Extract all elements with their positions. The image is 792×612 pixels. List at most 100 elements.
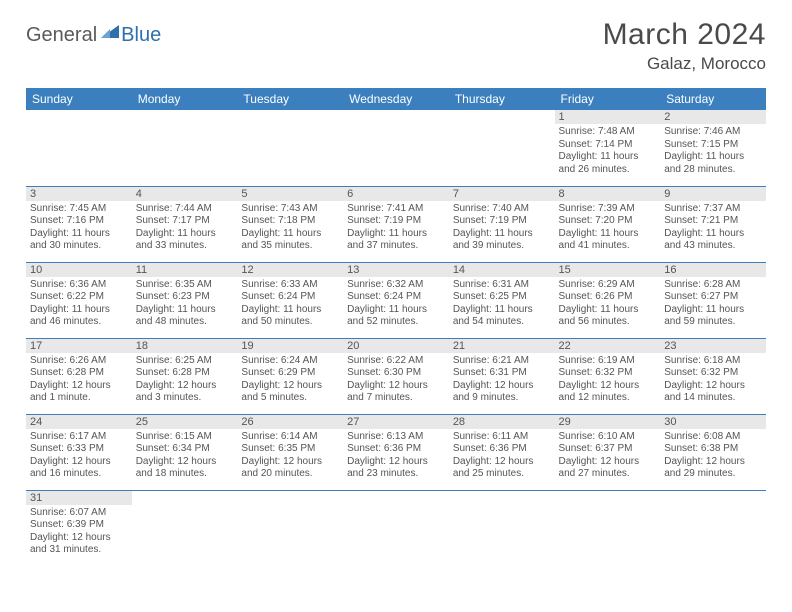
day-number: 31 xyxy=(26,491,132,505)
brand-text-1: General xyxy=(26,24,97,47)
sunset-line: Sunset: 7:17 PM xyxy=(136,215,234,228)
daylight-line: Daylight: 11 hours and 33 minutes. xyxy=(136,228,234,253)
sunset-line: Sunset: 7:15 PM xyxy=(664,139,762,152)
day-number: 24 xyxy=(26,415,132,429)
day-number: 9 xyxy=(660,187,766,201)
title-block: March 2024 Galaz, Morocco xyxy=(603,18,766,74)
day-details: Sunrise: 6:26 AMSunset: 6:28 PMDaylight:… xyxy=(26,353,132,408)
sunrise-line: Sunrise: 6:13 AM xyxy=(347,431,445,444)
day-number: 20 xyxy=(343,339,449,353)
sunrise-line: Sunrise: 7:37 AM xyxy=(664,203,762,216)
day-details: Sunrise: 6:13 AMSunset: 6:36 PMDaylight:… xyxy=(343,429,449,484)
day-number: 26 xyxy=(237,415,343,429)
day-details: Sunrise: 6:32 AMSunset: 6:24 PMDaylight:… xyxy=(343,277,449,332)
day-details: Sunrise: 7:37 AMSunset: 7:21 PMDaylight:… xyxy=(660,201,766,256)
day-number: 22 xyxy=(555,339,661,353)
sunset-line: Sunset: 7:19 PM xyxy=(453,215,551,228)
day-number: 28 xyxy=(449,415,555,429)
daylight-line: Daylight: 11 hours and 56 minutes. xyxy=(559,304,657,329)
daylight-line: Daylight: 11 hours and 52 minutes. xyxy=(347,304,445,329)
sunset-line: Sunset: 6:22 PM xyxy=(30,291,128,304)
calendar-day-cell: 7 Sunrise: 7:40 AMSunset: 7:19 PMDaylight… xyxy=(449,186,555,262)
sunset-line: Sunset: 7:16 PM xyxy=(30,215,128,228)
daylight-line: Daylight: 11 hours and 54 minutes. xyxy=(453,304,551,329)
day-details: Sunrise: 7:41 AMSunset: 7:19 PMDaylight:… xyxy=(343,201,449,256)
calendar-day-cell: 19Sunrise: 6:24 AMSunset: 6:29 PMDayligh… xyxy=(237,338,343,414)
sunrise-line: Sunrise: 7:48 AM xyxy=(559,126,657,139)
day-details: Sunrise: 6:31 AMSunset: 6:25 PMDaylight:… xyxy=(449,277,555,332)
day-number: 13 xyxy=(343,263,449,277)
daylight-line: Daylight: 11 hours and 43 minutes. xyxy=(664,228,762,253)
day-number: 29 xyxy=(555,415,661,429)
calendar-day-cell: 27Sunrise: 6:13 AMSunset: 6:36 PMDayligh… xyxy=(343,414,449,490)
sunrise-line: Sunrise: 6:15 AM xyxy=(136,431,234,444)
calendar-day-cell: 11Sunrise: 6:35 AMSunset: 6:23 PMDayligh… xyxy=(132,262,238,338)
daylight-line: Daylight: 11 hours and 46 minutes. xyxy=(30,304,128,329)
calendar-day-cell: 15Sunrise: 6:29 AMSunset: 6:26 PMDayligh… xyxy=(555,262,661,338)
sunrise-line: Sunrise: 6:26 AM xyxy=(30,355,128,368)
daylight-line: Daylight: 12 hours and 16 minutes. xyxy=(30,456,128,481)
day-number: 25 xyxy=(132,415,238,429)
day-details: Sunrise: 7:45 AMSunset: 7:16 PMDaylight:… xyxy=(26,201,132,256)
calendar-day-cell: 26Sunrise: 6:14 AMSunset: 6:35 PMDayligh… xyxy=(237,414,343,490)
sunrise-line: Sunrise: 7:43 AM xyxy=(241,203,339,216)
daylight-line: Daylight: 11 hours and 48 minutes. xyxy=(136,304,234,329)
daylight-line: Daylight: 11 hours and 28 minutes. xyxy=(664,151,762,176)
sunset-line: Sunset: 6:29 PM xyxy=(241,367,339,380)
calendar-day-cell xyxy=(660,490,766,566)
sunrise-line: Sunrise: 7:40 AM xyxy=(453,203,551,216)
day-number: 6 xyxy=(343,187,449,201)
sail-icon xyxy=(99,23,121,44)
day-details: Sunrise: 6:25 AMSunset: 6:28 PMDaylight:… xyxy=(132,353,238,408)
day-number: 21 xyxy=(449,339,555,353)
calendar-day-cell: 13Sunrise: 6:32 AMSunset: 6:24 PMDayligh… xyxy=(343,262,449,338)
day-number: 23 xyxy=(660,339,766,353)
weekday-header: Saturday xyxy=(660,88,766,110)
day-details: Sunrise: 7:48 AMSunset: 7:14 PMDaylight:… xyxy=(555,124,661,179)
calendar-day-cell: 1Sunrise: 7:48 AMSunset: 7:14 PMDaylight… xyxy=(555,110,661,186)
calendar-day-cell: 25Sunrise: 6:15 AMSunset: 6:34 PMDayligh… xyxy=(132,414,238,490)
daylight-line: Daylight: 11 hours and 26 minutes. xyxy=(559,151,657,176)
calendar-day-cell xyxy=(343,490,449,566)
sunset-line: Sunset: 6:39 PM xyxy=(30,519,128,532)
brand-text-2: Blue xyxy=(121,24,161,47)
day-number: 15 xyxy=(555,263,661,277)
day-details: Sunrise: 7:43 AMSunset: 7:18 PMDaylight:… xyxy=(237,201,343,256)
calendar-day-cell: 21 Sunrise: 6:21 AMSunset: 6:31 PMDayligh… xyxy=(449,338,555,414)
day-number: 7 xyxy=(449,187,555,201)
sunrise-line: Sunrise: 7:45 AM xyxy=(30,203,128,216)
sunset-line: Sunset: 7:14 PM xyxy=(559,139,657,152)
calendar-week-row: 31Sunrise: 6:07 AMSunset: 6:39 PMDayligh… xyxy=(26,490,766,566)
sunrise-line: Sunrise: 7:39 AM xyxy=(559,203,657,216)
calendar-day-cell: 18Sunrise: 6:25 AMSunset: 6:28 PMDayligh… xyxy=(132,338,238,414)
daylight-line: Daylight: 12 hours and 1 minute. xyxy=(30,380,128,405)
weekday-header: Tuesday xyxy=(237,88,343,110)
calendar-day-cell: 8Sunrise: 7:39 AMSunset: 7:20 PMDaylight… xyxy=(555,186,661,262)
daylight-line: Daylight: 12 hours and 7 minutes. xyxy=(347,380,445,405)
calendar-day-cell: 5Sunrise: 7:43 AMSunset: 7:18 PMDaylight… xyxy=(237,186,343,262)
day-details: Sunrise: 6:19 AMSunset: 6:32 PMDaylight:… xyxy=(555,353,661,408)
sunrise-line: Sunrise: 6:21 AM xyxy=(453,355,551,368)
sunset-line: Sunset: 6:23 PM xyxy=(136,291,234,304)
day-details: Sunrise: 6:28 AMSunset: 6:27 PMDaylight:… xyxy=(660,277,766,332)
day-number: 18 xyxy=(132,339,238,353)
daylight-line: Daylight: 12 hours and 29 minutes. xyxy=(664,456,762,481)
day-number: 30 xyxy=(660,415,766,429)
calendar-day-cell: 17Sunrise: 6:26 AMSunset: 6:28 PMDayligh… xyxy=(26,338,132,414)
sunrise-line: Sunrise: 6:07 AM xyxy=(30,507,128,520)
daylight-line: Daylight: 11 hours and 39 minutes. xyxy=(453,228,551,253)
sunset-line: Sunset: 6:24 PM xyxy=(347,291,445,304)
day-details: Sunrise: 6:14 AMSunset: 6:35 PMDaylight:… xyxy=(237,429,343,484)
sunrise-line: Sunrise: 6:14 AM xyxy=(241,431,339,444)
daylight-line: Daylight: 12 hours and 9 minutes. xyxy=(453,380,551,405)
sunset-line: Sunset: 6:36 PM xyxy=(453,443,551,456)
weekday-header: Thursday xyxy=(449,88,555,110)
sunrise-line: Sunrise: 6:19 AM xyxy=(559,355,657,368)
sunset-line: Sunset: 6:32 PM xyxy=(559,367,657,380)
sunset-line: Sunset: 6:31 PM xyxy=(453,367,551,380)
day-number: 8 xyxy=(555,187,661,201)
daylight-line: Daylight: 12 hours and 18 minutes. xyxy=(136,456,234,481)
calendar-week-row: 10Sunrise: 6:36 AMSunset: 6:22 PMDayligh… xyxy=(26,262,766,338)
sunset-line: Sunset: 7:19 PM xyxy=(347,215,445,228)
day-details: Sunrise: 6:15 AMSunset: 6:34 PMDaylight:… xyxy=(132,429,238,484)
